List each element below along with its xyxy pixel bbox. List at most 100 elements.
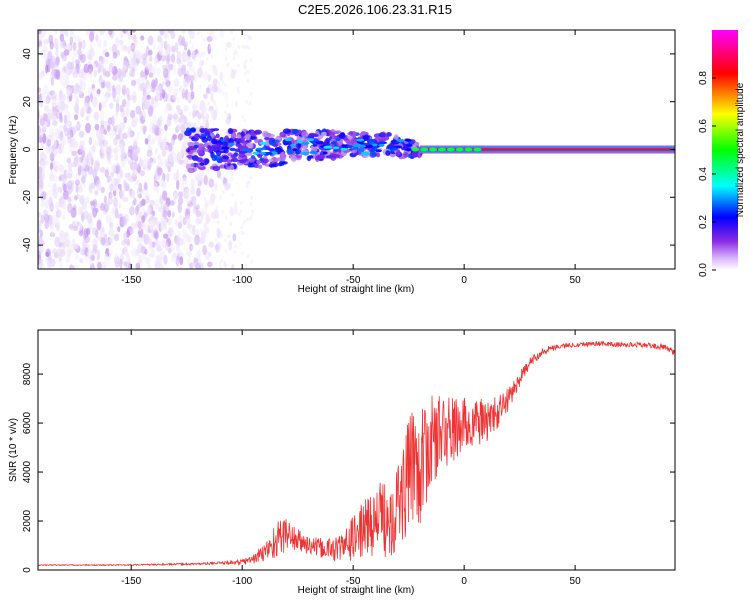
heatmap-blob — [225, 63, 229, 68]
heatmap-blob — [306, 138, 315, 142]
heatmap-blob — [224, 263, 228, 268]
heatmap-blob — [229, 164, 235, 171]
heatmap-blob — [241, 44, 245, 49]
heatmap-blob — [177, 249, 182, 256]
heatmap-blob — [190, 245, 194, 250]
heatmap-blob — [143, 99, 149, 110]
heatmap-blob — [71, 150, 78, 157]
heatmap-blob — [216, 220, 220, 225]
spectrogram-panel: -150 -100 -50 0 50 -40 -20 0 20 40 Height of str… — [8, 29, 676, 295]
heatmap-blob — [455, 147, 464, 152]
heatmap-blob — [230, 157, 239, 163]
heatmap-blob — [100, 236, 106, 247]
heatmap-blob — [176, 105, 180, 111]
heatmap-blob — [268, 140, 274, 145]
heatmap-blob — [196, 265, 200, 269]
heatmap-blob — [200, 133, 208, 138]
heatmap-blob — [224, 238, 227, 243]
heatmap-blob — [116, 50, 120, 57]
x-tick-label: 0 — [461, 576, 467, 587]
heatmap-blob — [38, 212, 42, 219]
heatmap-blob — [131, 30, 136, 33]
heatmap-blob — [151, 79, 156, 89]
heatmap-blob — [375, 149, 382, 153]
heatmap-blob — [93, 160, 100, 172]
heatmap-blob — [152, 65, 157, 74]
heatmap-blob — [219, 265, 223, 269]
heatmap-blob — [285, 140, 292, 146]
heatmap-blob — [112, 51, 118, 59]
heatmap-blob — [126, 229, 130, 239]
heatmap-blob — [199, 228, 203, 233]
heatmap-blob — [187, 142, 196, 148]
colorbar-tick-label: 0.8 — [698, 71, 709, 85]
heatmap-blob — [129, 94, 134, 101]
heatmap-blob — [184, 55, 190, 63]
heatmap-blob — [114, 207, 119, 219]
heatmap-blob — [112, 147, 119, 154]
heatmap-blob — [234, 148, 240, 153]
heatmap-blob — [213, 102, 217, 107]
heatmap-blob — [163, 30, 169, 39]
heatmap-blob — [165, 241, 169, 252]
heatmap-blob — [167, 247, 172, 254]
heatmap-blob — [207, 108, 211, 113]
heatmap-blob — [163, 233, 169, 239]
heatmap-blob — [118, 202, 122, 209]
heatmap-blob — [117, 226, 121, 233]
heatmap-blob — [132, 95, 137, 104]
heatmap-blob — [127, 148, 133, 158]
heatmap-blob — [230, 132, 237, 140]
heatmap-blob — [240, 251, 244, 256]
heatmap-blob — [190, 80, 194, 92]
heatmap-blob — [205, 57, 209, 62]
heatmap-blob — [170, 53, 176, 63]
heatmap-blob — [229, 147, 236, 152]
heatmap-blob — [301, 141, 310, 145]
heatmap-blob — [65, 170, 69, 176]
heatmap-blob — [119, 104, 123, 113]
heatmap-blob — [135, 105, 142, 115]
heatmap-blob — [42, 190, 47, 201]
heatmap-blob — [143, 181, 148, 191]
heatmap-blob — [119, 169, 124, 179]
heatmap-blob — [244, 59, 248, 64]
heatmap-blob — [238, 159, 247, 164]
heatmap-blob — [44, 220, 50, 230]
heatmap-blob — [197, 67, 203, 78]
heatmap-blob — [437, 147, 446, 152]
heatmap-blob — [49, 128, 55, 137]
heatmap-blob — [41, 263, 46, 269]
heatmap-blob — [108, 62, 115, 73]
heatmap-blob — [40, 173, 45, 181]
heatmap-blob — [120, 70, 125, 77]
heatmap-blob — [39, 180, 44, 190]
heatmap-blob — [154, 231, 159, 240]
heatmap-blob — [65, 239, 70, 249]
colorbar: 0.0 0.2 0.4 0.6 0.8 Normalized spectral ampl… — [698, 30, 746, 277]
heatmap-blob — [109, 222, 114, 229]
colorbar-gradient — [712, 30, 738, 270]
heatmap-blob — [41, 30, 47, 37]
heatmap-blob — [128, 176, 135, 183]
heatmap-blob — [137, 76, 142, 85]
heatmap-blob — [59, 124, 64, 135]
heatmap-blob — [407, 153, 412, 159]
heatmap-blob — [160, 223, 164, 231]
heatmap-blob — [49, 152, 55, 162]
heatmap-blob — [108, 30, 113, 36]
heatmap-blob — [157, 43, 163, 53]
heatmap-blob — [49, 61, 56, 69]
heatmap-blob — [160, 142, 164, 151]
heatmap-blob — [61, 135, 66, 146]
heatmap-blob — [66, 45, 71, 51]
heatmap-blob — [72, 48, 78, 59]
heatmap-blob — [88, 184, 93, 194]
heatmap-blob — [138, 182, 143, 192]
heatmap-blob — [51, 138, 57, 148]
heatmap-blob — [116, 177, 120, 185]
heatmap-blob — [65, 255, 71, 263]
heatmap-blob — [140, 35, 145, 41]
heatmap-blob — [85, 196, 90, 204]
